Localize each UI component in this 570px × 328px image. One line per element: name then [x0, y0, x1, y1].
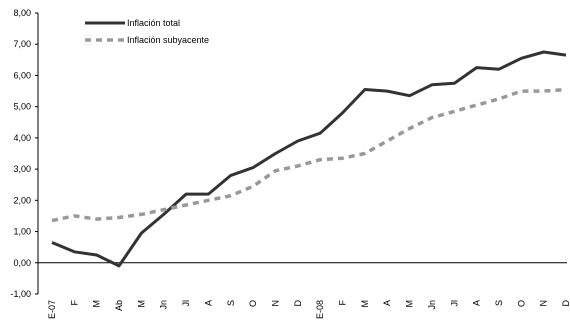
x-tick-label: E-08 [315, 300, 325, 319]
legend-label: Inflación total [127, 18, 180, 28]
x-tick-label: A [472, 300, 482, 306]
y-tick-label: 7,00 [13, 39, 31, 49]
x-tick-label: Jl [449, 300, 459, 307]
x-tick-label: Jn [159, 300, 169, 310]
y-tick-label: 5,00 [13, 102, 31, 112]
y-tick-label: 6,00 [13, 70, 31, 80]
x-tick-label: S [494, 300, 504, 306]
y-tick-label: 3,00 [13, 164, 31, 174]
x-tick-label: A [203, 300, 213, 306]
x-tick-label: O [516, 300, 526, 307]
x-tick-label: Jn [427, 300, 437, 310]
x-tick-label: O [248, 300, 258, 307]
x-tick-label: S [226, 300, 236, 306]
x-tick-label: A [382, 300, 392, 306]
legend: Inflación total Inflación subyacente [85, 18, 209, 45]
y-tick-label: 8,00 [13, 8, 31, 18]
y-tick-label: 0,00 [13, 258, 31, 268]
x-tick-label: M [92, 300, 102, 308]
x-tick-label: Jl [181, 300, 191, 307]
series-lines [51, 50, 567, 268]
legend-label: Inflación subyacente [127, 35, 209, 45]
x-tick-label: F [338, 300, 348, 306]
y-tick-label: 2,00 [13, 195, 31, 205]
x-tick-label: M [405, 300, 415, 308]
x-tick-label: N [539, 300, 549, 307]
x-tick-label: D [293, 300, 303, 307]
y-axis: -1,00 0,00 1,00 2,00 3,00 4,00 5,00 6,00 7,00 8,0… [10, 8, 39, 299]
x-axis: E-07 F M Ab M Jn Jl A S O N D E-08 F M A M Jn Jl A S O N D [38, 262, 570, 319]
x-tick-label: Ab [114, 300, 124, 311]
x-tick-label: N [270, 300, 280, 307]
x-tick-label: F [69, 300, 79, 306]
x-tick-label: M [136, 300, 146, 308]
y-tick-label: 1,00 [13, 227, 31, 237]
x-tick-label: E-07 [47, 300, 57, 319]
series-line-inflacion-total [51, 50, 567, 268]
y-tick-label: -1,00 [10, 289, 31, 299]
y-tick-label: 4,00 [13, 133, 31, 143]
series-line-inflacion-subyacente [51, 87, 567, 223]
x-tick-label: D [561, 300, 570, 307]
x-tick-label: M [360, 300, 370, 308]
